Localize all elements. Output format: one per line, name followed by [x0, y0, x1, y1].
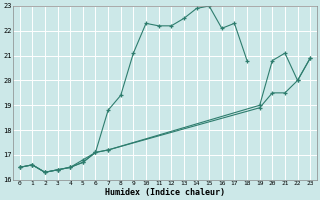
X-axis label: Humidex (Indice chaleur): Humidex (Indice chaleur): [105, 188, 225, 197]
